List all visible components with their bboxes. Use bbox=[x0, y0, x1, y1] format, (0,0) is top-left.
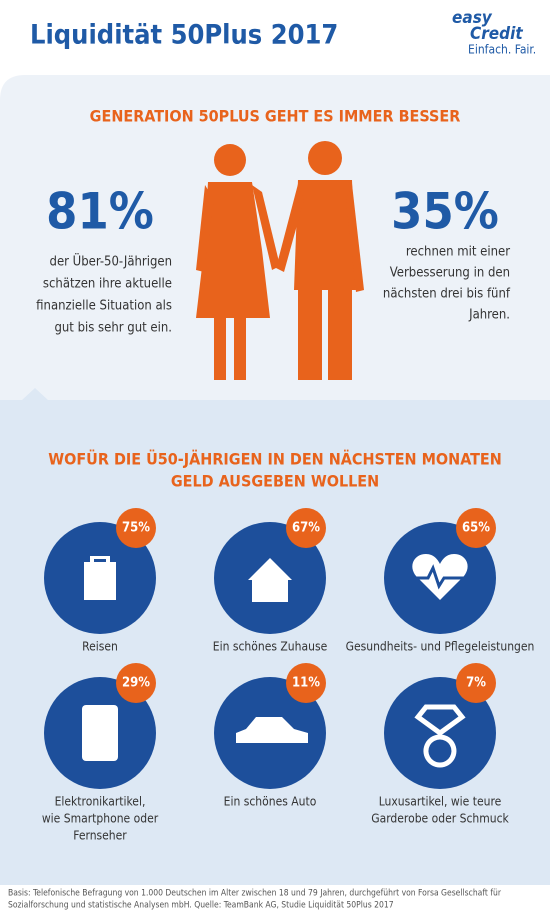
item-label: wie Smartphone oder bbox=[42, 812, 159, 826]
logo-brand-b: Credit bbox=[470, 24, 523, 44]
top-panel bbox=[0, 75, 550, 400]
stat-text: der Über-50-Jährigen bbox=[50, 253, 172, 270]
stat-text: Verbesserung in den bbox=[390, 266, 510, 281]
section-heading: GELD AUSGEBEN WOLLEN bbox=[171, 472, 379, 491]
footer-text: Sozialforschung und statistische Analyse… bbox=[8, 901, 394, 910]
couple-icon bbox=[196, 141, 364, 380]
stat-text: rechnen mit einer bbox=[406, 245, 510, 260]
footer-text: Basis: Telefonische Befragung von 1.000 … bbox=[8, 889, 502, 899]
badge-value: 65% bbox=[462, 521, 490, 536]
badge bbox=[116, 508, 156, 548]
stat-value: 81% bbox=[46, 183, 154, 241]
section-heading: WOFÜR DIE Ü50-JÄHRIGEN IN DEN NÄCHSTEN M… bbox=[48, 450, 502, 469]
item-icon bbox=[84, 556, 116, 600]
item-label: Ein schönes Auto bbox=[224, 795, 317, 809]
item-label: Fernseher bbox=[73, 829, 127, 843]
stat-text: nächsten drei bis fünf bbox=[383, 287, 511, 302]
item-label: Garderobe oder Schmuck bbox=[371, 812, 509, 826]
badge-value: 67% bbox=[292, 521, 320, 536]
badge bbox=[286, 663, 326, 703]
title: Liquidität 50Plus 2017 bbox=[30, 20, 338, 51]
stat-text: finanzielle Situation als bbox=[36, 299, 172, 314]
item-icon bbox=[236, 717, 308, 743]
badge bbox=[456, 508, 496, 548]
badge-value: 7% bbox=[466, 676, 486, 691]
logo-tagline: Einfach. Fair. bbox=[468, 43, 536, 57]
badge bbox=[456, 663, 496, 703]
item-icon bbox=[414, 704, 466, 768]
stat-text: gut bis sehr gut ein. bbox=[54, 321, 172, 336]
badge-value: 11% bbox=[292, 676, 320, 691]
item-label: Reisen bbox=[82, 640, 118, 654]
stat-value: 35% bbox=[391, 183, 499, 241]
stat-text: Jahren. bbox=[468, 308, 510, 323]
logo-brand-a: easy bbox=[452, 8, 493, 28]
item-icon bbox=[82, 705, 118, 761]
stats: 81% der Über-50-Jährigen schätzen ihre akt… bbox=[36, 183, 511, 336]
pulse-line bbox=[406, 564, 476, 590]
items: 75% Reisen 67% Ein schönes Zuhause 65% Gesund… bbox=[42, 508, 535, 843]
stat-text: schätzen ihre aktuelle bbox=[43, 277, 172, 292]
badge bbox=[286, 508, 326, 548]
logo: easy Credit Einfach. Fair. bbox=[452, 8, 536, 57]
item-icon bbox=[412, 554, 468, 600]
badge-value: 29% bbox=[122, 676, 150, 691]
item-label: Ein schönes Zuhause bbox=[213, 640, 328, 654]
item-label: Luxusartikel, wie teure bbox=[379, 795, 502, 809]
section-heading: GENERATION 50PLUS GEHT ES IMMER BESSER bbox=[90, 107, 461, 126]
badge-value: 75% bbox=[122, 521, 150, 536]
item-icon bbox=[248, 558, 292, 602]
item-label: Elektronikartikel, bbox=[55, 795, 146, 809]
badge bbox=[116, 663, 156, 703]
item-label: Gesundheits- und Pflegeleistungen bbox=[346, 640, 535, 654]
